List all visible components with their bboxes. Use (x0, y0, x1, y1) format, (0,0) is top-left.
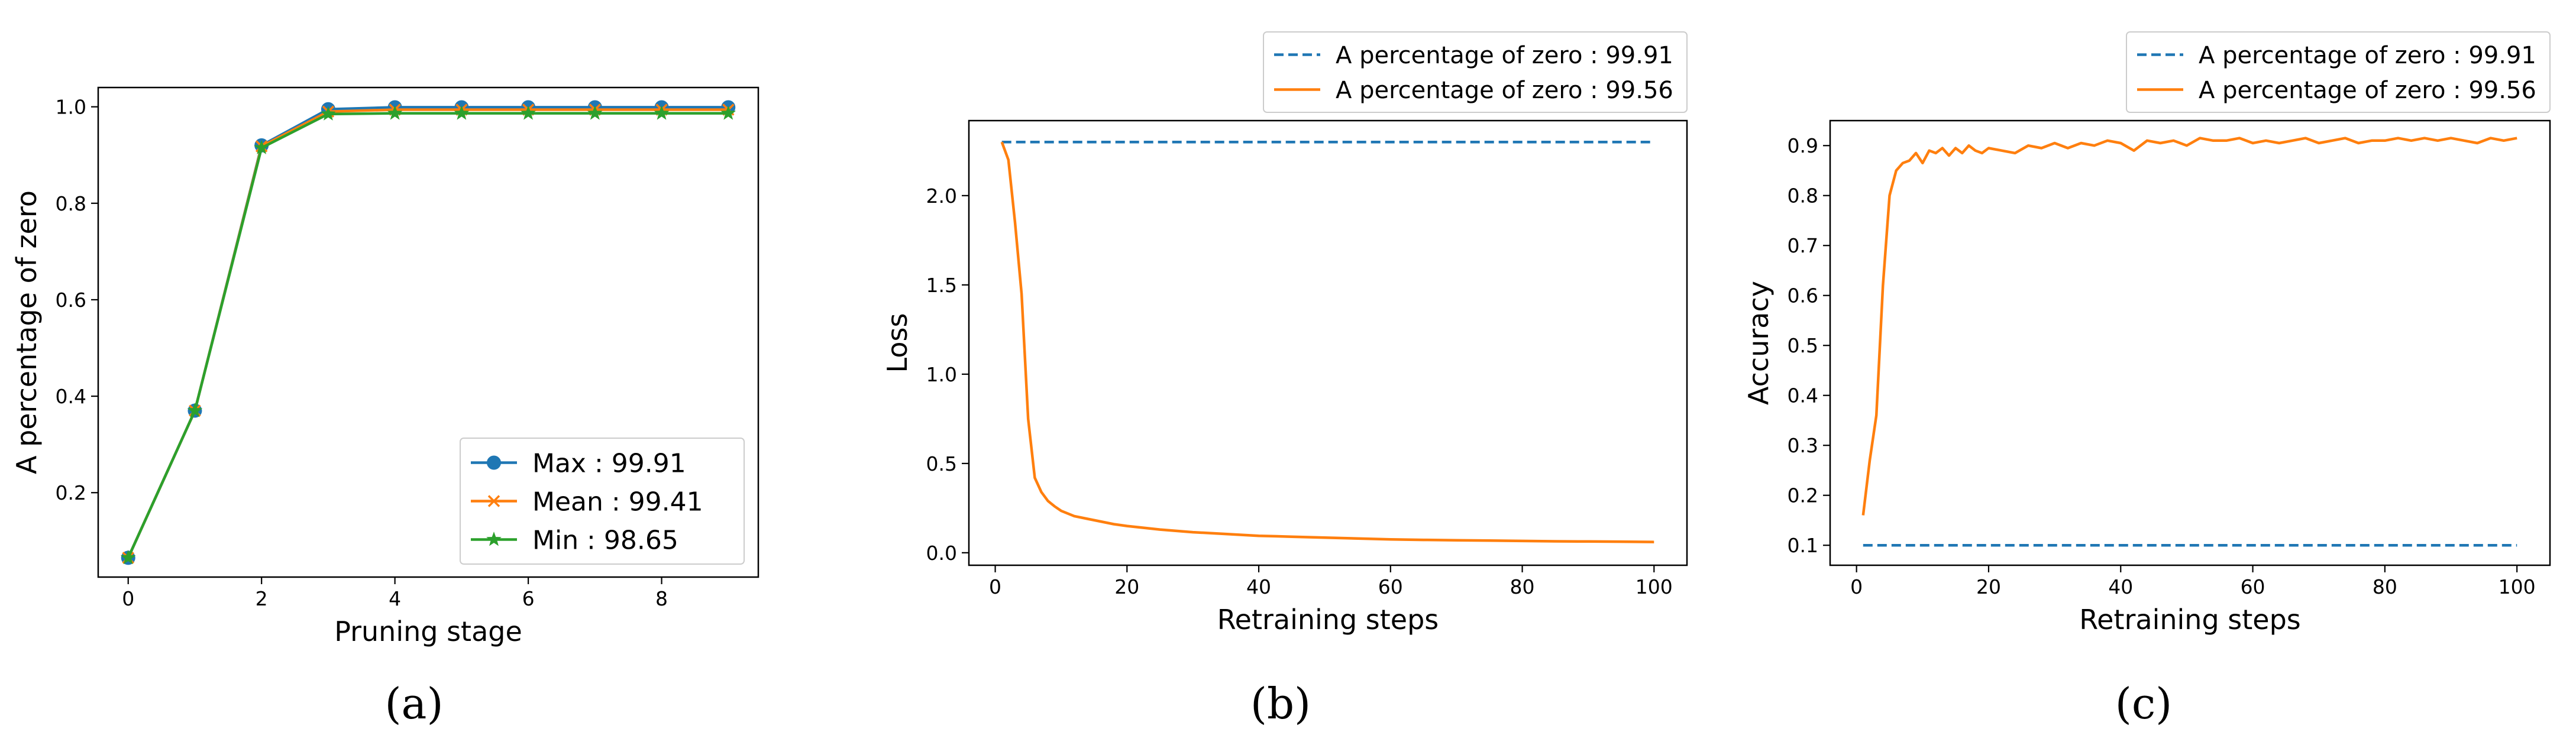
series-line-2 (1000, 141, 1654, 543)
y-tick-label-8: 0.8 (1788, 184, 1818, 208)
legend: Max : 99.91 Mean : 99.41 Min : 98.65 (460, 438, 745, 565)
data-point-3-1 (120, 549, 136, 565)
chart-c: 0 20 40 60 80 100 0.1 0.2 0.3 0.4 0.5 0.6 0.7 0.8 0.9 R… (1743, 31, 2551, 636)
data-point-3-5 (387, 105, 403, 120)
x-tick-label-1: 0 (122, 587, 134, 610)
chart-b: 0 20 40 60 80 100 0.0 0.5 1.0 1.5 2.0 Retraining st… (881, 31, 1688, 636)
x-tick-label-3: 40 (2108, 575, 2133, 598)
x-axis-label: Retraining steps (1217, 604, 1439, 636)
legend-box (1263, 31, 1688, 113)
y-tick-label-6: 0.6 (1788, 284, 1818, 307)
y-tick-label-2: 0.2 (1788, 484, 1818, 507)
data-point-3-4 (321, 106, 336, 121)
caption-c: (c) (2115, 679, 2173, 728)
x-tick-label-4: 6 (522, 587, 535, 610)
legend-box (460, 438, 745, 565)
y-tick-label-1: 0.1 (1788, 534, 1818, 557)
legend: A percentage of zero : 99.91 A percentage… (1263, 31, 1688, 113)
legend-label-2: A percentage of zero : 99.56 (1336, 77, 1673, 104)
y-tick-label-9: 0.9 (1788, 134, 1818, 157)
data-point-3-7 (521, 105, 536, 120)
y-tick-label-2: 0.4 (56, 385, 86, 408)
legend-label-3: Min : 98.65 (532, 525, 678, 555)
y-tick-label-2: 0.5 (926, 452, 957, 475)
data-point-3-10 (720, 105, 736, 120)
y-axis-label: Loss (881, 313, 913, 373)
x-tick-label-1: 0 (989, 575, 1001, 598)
y-tick-label-4: 0.4 (1788, 384, 1818, 407)
y-tick-label-4: 1.5 (926, 274, 957, 297)
legend-marker-2 (487, 495, 500, 507)
y-tick-label-5: 0.5 (1788, 334, 1818, 357)
data-point-3-8 (587, 105, 603, 120)
plot-frame (1829, 119, 2551, 566)
x-tick-label-1: 0 (1850, 575, 1863, 598)
legend-marker-3 (486, 532, 502, 546)
legend-label-1: Max : 99.91 (532, 448, 686, 478)
plot-frame (97, 86, 759, 578)
y-tick-label-3: 0.3 (1788, 434, 1818, 457)
y-tick-label-5: 2.0 (926, 184, 957, 208)
y-tick-label-1: 0.2 (56, 481, 86, 504)
data-point-3-2 (187, 403, 203, 417)
y-axis-label: Accuracy (1743, 281, 1775, 405)
plot-frame (968, 119, 1688, 566)
x-tick-label-3: 40 (1246, 575, 1271, 598)
x-tick-label-3: 4 (389, 587, 401, 610)
x-tick-label-4: 60 (2241, 575, 2265, 598)
y-tick-label-3: 0.6 (56, 289, 86, 312)
x-tick-label-5: 8 (655, 587, 668, 610)
legend-label-2: Mean : 99.41 (532, 487, 703, 517)
x-tick-label-4: 60 (1378, 575, 1403, 598)
x-tick-label-2: 20 (1114, 575, 1139, 598)
data-point-3-9 (654, 105, 670, 120)
legend-box (2126, 31, 2551, 113)
legend-label-2: A percentage of zero : 99.56 (2199, 77, 2536, 104)
x-axis-label: Retraining steps (2079, 604, 2301, 636)
chart-a: 0 2 4 6 8 0.2 0.4 0.6 0.8 1.0 Pruning stage A perce… (11, 86, 759, 647)
x-tick-label-5: 80 (2373, 575, 2397, 598)
x-tick-label-2: 20 (1976, 575, 2001, 598)
x-tick-label-6: 100 (2499, 575, 2536, 598)
legend-marker-1 (487, 455, 501, 470)
x-tick-label-5: 80 (1510, 575, 1535, 598)
x-tick-label-6: 100 (1636, 575, 1673, 598)
y-axis-label: A percentage of zero (11, 190, 43, 474)
y-tick-label-4: 0.8 (56, 192, 86, 215)
legend-label-1: A percentage of zero : 99.91 (2199, 42, 2536, 69)
data-point-3-3 (254, 140, 269, 154)
series-line-2 (1861, 137, 2517, 516)
y-tick-label-5: 1.0 (56, 96, 86, 119)
x-tick-label-2: 2 (256, 587, 268, 610)
legend-label-1: A percentage of zero : 99.91 (1336, 42, 1673, 69)
series-line-3 (127, 112, 729, 559)
caption-b: (b) (1250, 679, 1311, 728)
y-tick-label-3: 1.0 (926, 363, 957, 386)
y-tick-label-7: 0.7 (1788, 234, 1818, 257)
legend: A percentage of zero : 99.91 A percentage… (2126, 31, 2551, 113)
caption-a: (a) (384, 679, 444, 728)
x-axis-label: Pruning stage (334, 616, 522, 647)
y-tick-label-1: 0.0 (926, 542, 957, 565)
data-point-3-6 (454, 105, 470, 120)
